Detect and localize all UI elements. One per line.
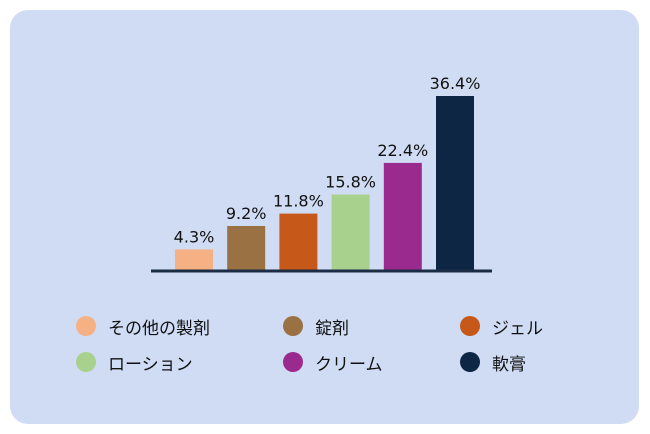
legend-label: その他の製剤 (108, 318, 210, 339)
legend-item-5: クリーム (283, 348, 383, 376)
legend-swatch (460, 316, 480, 336)
bar-1 (175, 249, 213, 270)
legend-item-2: 錠剤 (283, 312, 349, 340)
bar-3 (279, 213, 318, 270)
chart-panel (10, 10, 639, 424)
legend-label: 錠剤 (315, 318, 349, 339)
legend-item-6: 軟膏 (460, 348, 526, 376)
legend-label: 軟膏 (492, 354, 526, 375)
legend-label: ローション (108, 354, 193, 375)
legend-item-1: その他の製剤 (76, 312, 210, 340)
legend-swatch (283, 316, 303, 336)
data-label-2: 9.2% (226, 204, 267, 223)
data-label-5: 22.4% (377, 141, 428, 160)
data-label-6: 36.4% (430, 74, 481, 93)
data-label-1: 4.3% (174, 227, 215, 246)
bar-4 (331, 194, 370, 270)
legend-label: ジェル (492, 318, 543, 339)
legend-swatch (283, 352, 303, 372)
bar-5 (383, 162, 422, 270)
bar-2 (227, 226, 266, 270)
legend-swatch (460, 352, 480, 372)
legend-label: クリーム (315, 354, 383, 375)
legend-item-3: ジェル (460, 312, 543, 340)
bar-6 (436, 96, 474, 270)
data-label-4: 15.8% (325, 173, 376, 192)
legend-item-4: ローション (76, 348, 193, 376)
data-label-3: 11.8% (273, 192, 324, 211)
legend-swatch (76, 352, 96, 372)
legend-swatch (76, 316, 96, 336)
